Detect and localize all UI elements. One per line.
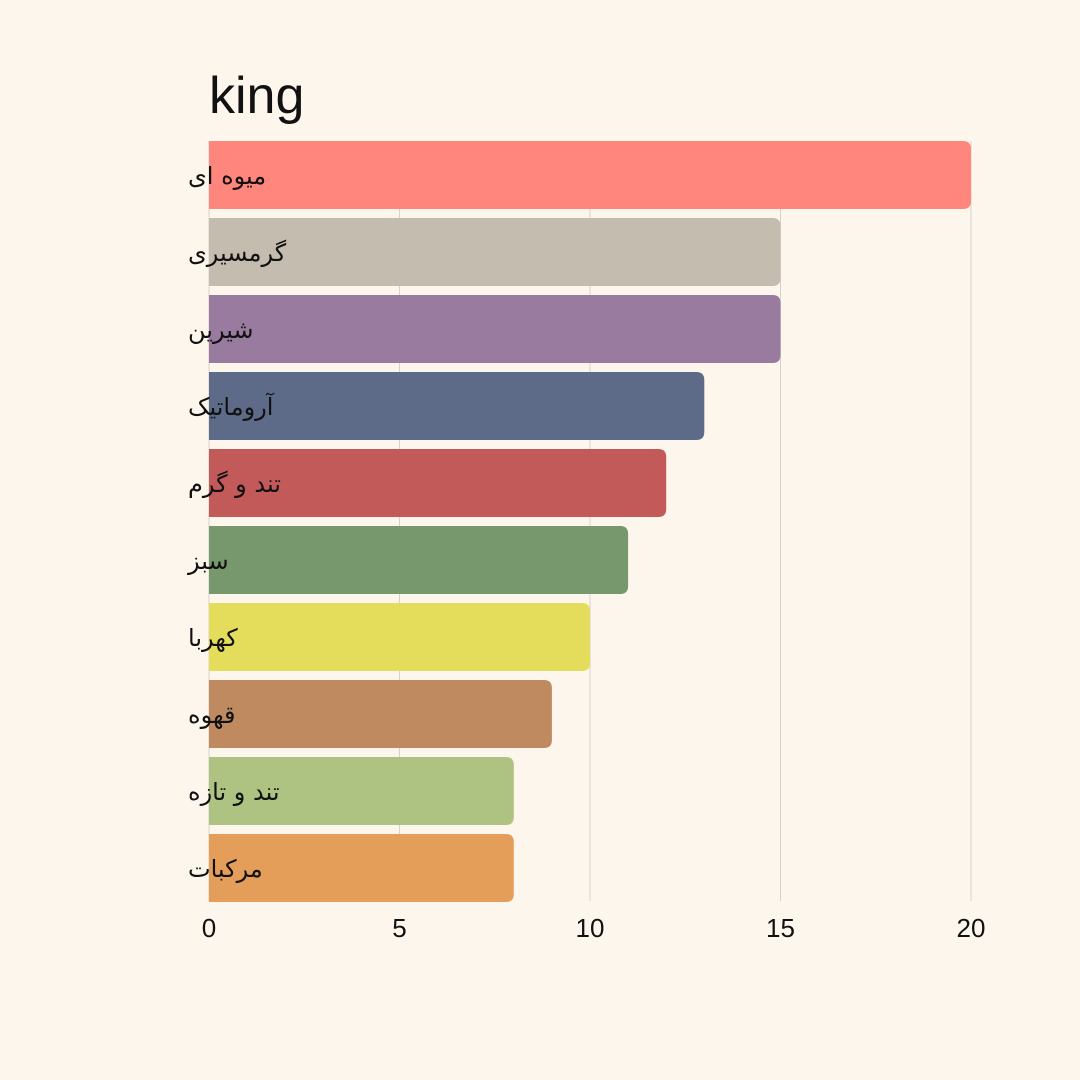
chart-title: king xyxy=(209,67,304,125)
x-tick-label: 20 xyxy=(957,913,986,943)
bar xyxy=(209,295,781,363)
bar xyxy=(209,449,667,517)
bar xyxy=(209,372,705,440)
x-tick-label: 10 xyxy=(576,913,605,943)
x-tick-label: 5 xyxy=(392,913,406,943)
bar xyxy=(209,218,781,286)
bar xyxy=(209,603,590,671)
category-label: میوه ای xyxy=(188,162,266,190)
bar xyxy=(209,834,514,902)
category-label: تند و تازه xyxy=(188,778,280,806)
category-label: کهربا xyxy=(188,624,238,652)
bar xyxy=(209,757,514,825)
category-labels: میوه ای گرمسیری شیرین آروماتیک تند و گرم سبز ک… xyxy=(187,162,287,883)
x-tick-label: 0 xyxy=(202,913,216,943)
category-label: مرکبات xyxy=(188,855,263,883)
bar xyxy=(209,526,629,594)
x-tick-label: 15 xyxy=(766,913,795,943)
category-label: گرمسیری xyxy=(188,239,287,267)
bar xyxy=(209,680,552,748)
x-axis-ticks: 0 5 10 15 20 xyxy=(202,913,986,943)
category-label: شیرین xyxy=(188,316,254,344)
category-label: قهوه xyxy=(188,701,236,729)
category-label: تند و گرم xyxy=(188,470,281,498)
bar xyxy=(209,141,971,209)
category-label: سبز xyxy=(187,547,229,575)
bars xyxy=(209,141,971,902)
category-label: آروماتیک xyxy=(188,392,275,421)
